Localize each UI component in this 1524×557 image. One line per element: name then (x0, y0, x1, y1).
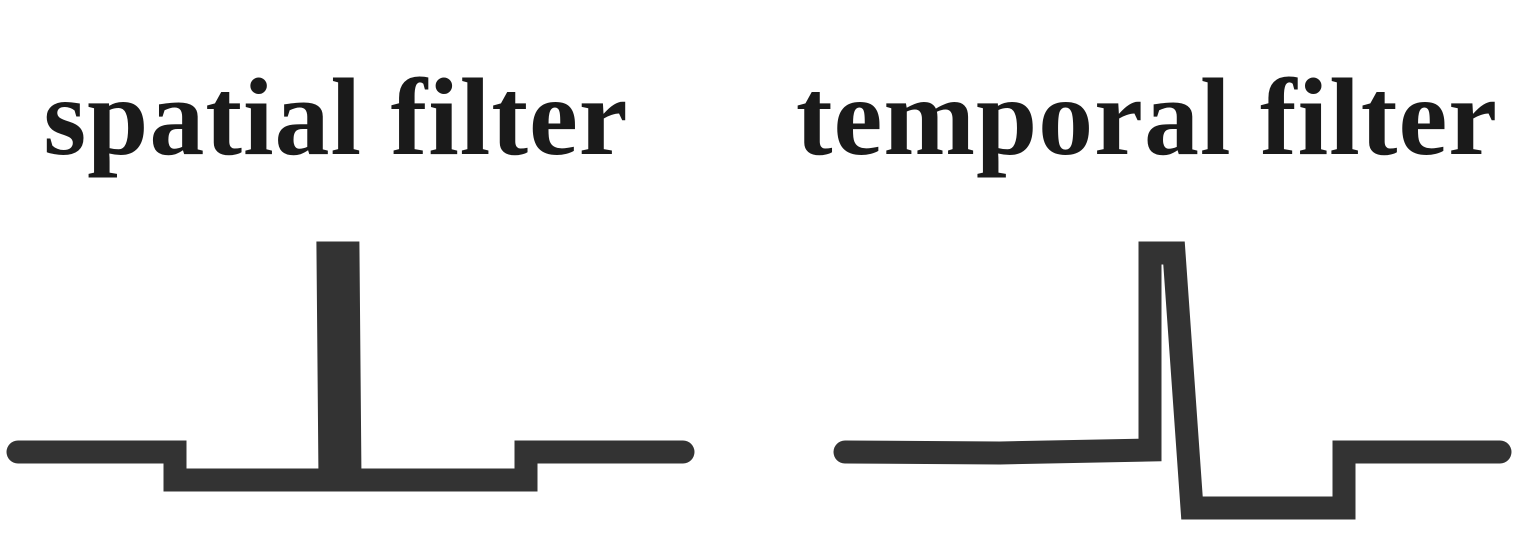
spatial-filter-waveform (6, 241, 695, 492)
temporal-filter-waveform (833, 241, 1512, 520)
spatial-filter-title: spatial filter (43, 56, 629, 178)
temporal-filter-title: temporal filter (795, 56, 1499, 178)
temporal-filter-panel: temporal filter (790, 0, 1524, 557)
spatial-filter-outer-line (6, 241, 695, 492)
spatial-filter-panel: spatial filter (0, 0, 720, 557)
temporal-filter-outer-line (833, 241, 1512, 520)
